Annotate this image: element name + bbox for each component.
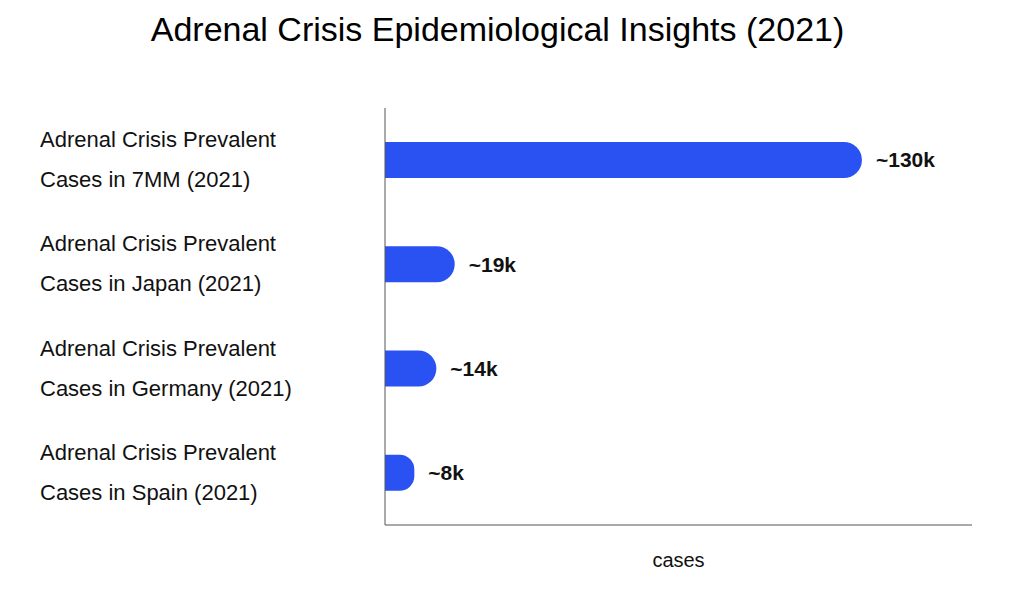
svg-text:~130k: ~130k: [876, 148, 935, 171]
svg-text:cases: cases: [652, 549, 704, 571]
svg-text:Adrenal Crisis PrevalentCases: Adrenal Crisis PrevalentCases in 7MM (20…: [40, 127, 276, 192]
svg-text:Adrenal Crisis PrevalentCases: Adrenal Crisis PrevalentCases in Japan (…: [40, 231, 276, 296]
svg-text:Adrenal Crisis PrevalentCases: Adrenal Crisis PrevalentCases in Spain (…: [40, 440, 276, 505]
svg-text:~19k: ~19k: [469, 253, 517, 276]
svg-text:~8k: ~8k: [428, 461, 464, 484]
html-text:Adrenal Crisis Epidemiological: Adrenal Crisis Epidemiological Insights …: [150, 10, 845, 48]
svg-text:~14k: ~14k: [450, 357, 498, 380]
svg-text:Adrenal Crisis PrevalentCases: Adrenal Crisis PrevalentCases in Germany…: [40, 336, 292, 401]
